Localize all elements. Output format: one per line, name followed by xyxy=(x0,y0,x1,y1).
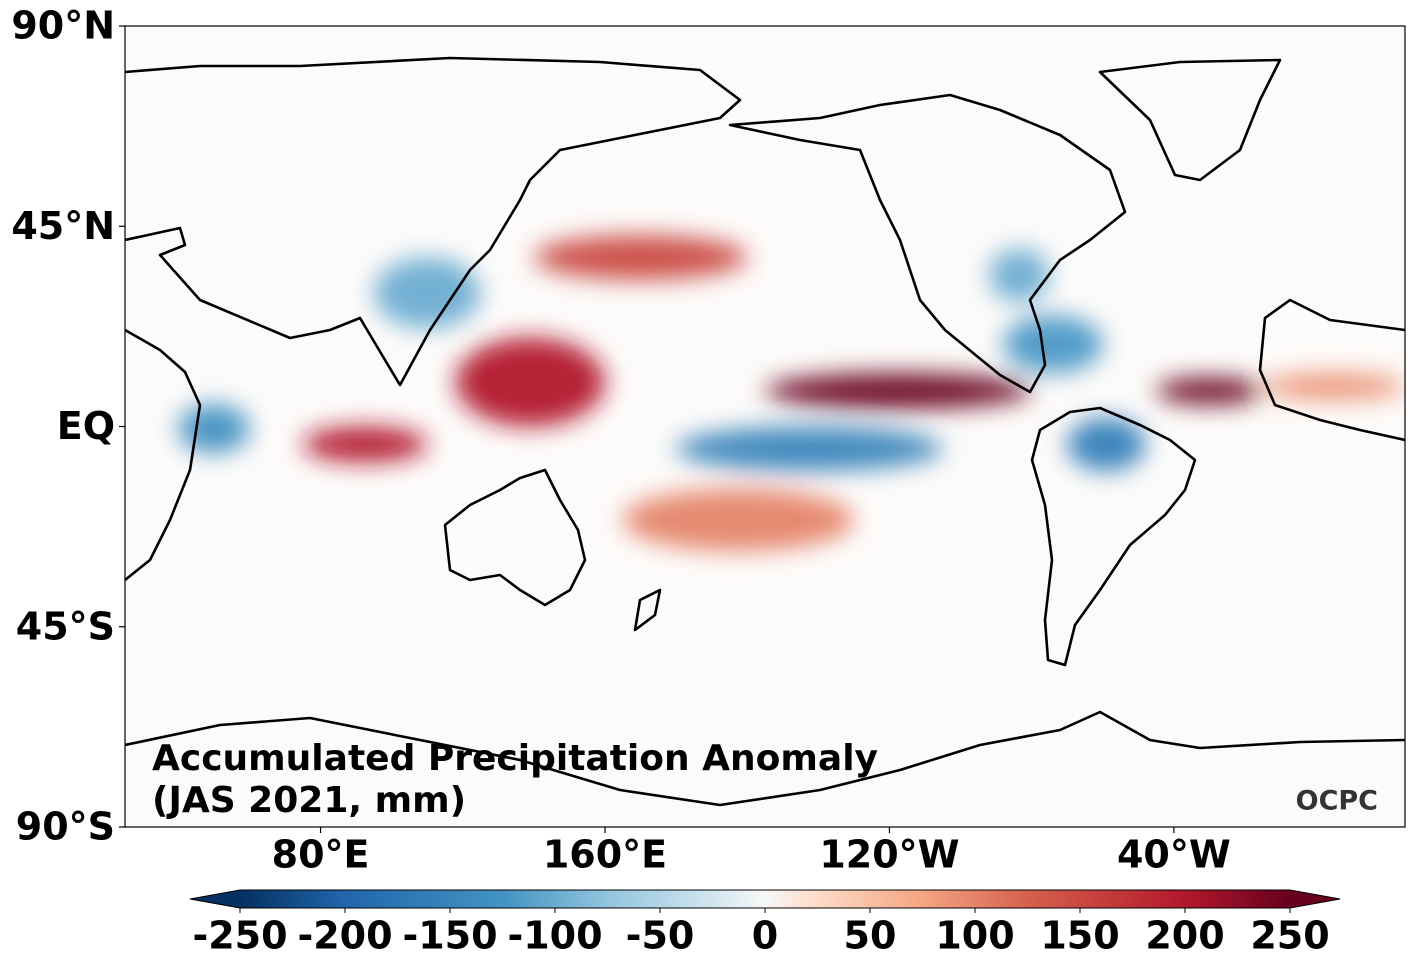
colorbar-tick-label: 0 xyxy=(752,914,778,958)
anomaly-region xyxy=(1003,315,1103,374)
coastlines xyxy=(125,56,1405,807)
coast-north-america xyxy=(728,93,1127,394)
coast-greenland xyxy=(1098,58,1282,182)
y-tick-label: 90°S xyxy=(16,805,115,849)
colorbar xyxy=(240,890,1290,908)
x-tick-label: 120°W xyxy=(819,833,959,877)
anomaly-region xyxy=(178,404,250,454)
anomaly-region xyxy=(1262,373,1405,400)
x-tick-label: 160°E xyxy=(543,833,667,877)
colorbar-extend-high xyxy=(1290,890,1340,908)
coast-africa-east xyxy=(125,328,202,582)
y-tick-label: 90°N xyxy=(11,4,115,48)
colorbar-tick-label: -50 xyxy=(626,914,695,958)
anomaly-region xyxy=(1156,377,1263,405)
coast-south-america xyxy=(1030,406,1197,667)
map-subtitle: (JAS 2021, mm) xyxy=(152,780,466,821)
anomaly-region xyxy=(622,488,854,552)
anomaly-region xyxy=(533,235,748,280)
y-tick-label: EQ xyxy=(57,404,115,448)
colorbar-tick-label: 100 xyxy=(935,914,1014,958)
colorbar-tick-label: -200 xyxy=(297,914,392,958)
y-tick-label: 45°N xyxy=(11,204,115,248)
logo: OCPC xyxy=(1296,786,1378,817)
colorbar-tick-label: -100 xyxy=(507,914,602,958)
anomaly-region xyxy=(455,337,605,427)
anomaly-field xyxy=(178,235,1405,552)
coast-australia xyxy=(443,468,587,607)
x-tick-label: 40°W xyxy=(1117,833,1231,877)
coast-eurasia xyxy=(125,56,742,387)
map-background xyxy=(125,26,1405,827)
colorbar-tick-label: 50 xyxy=(844,914,897,958)
colorbar-tick-label: -150 xyxy=(402,914,497,958)
anomaly-region xyxy=(302,426,428,463)
x-tick-label: 80°E xyxy=(272,833,370,877)
coast-africa-west xyxy=(1258,298,1405,442)
y-tick-label: 45°S xyxy=(16,604,115,648)
anomaly-region xyxy=(373,257,481,329)
coast-new-zealand xyxy=(633,588,662,632)
coast-antarctica xyxy=(125,710,1405,807)
colorbar-tick-label: -250 xyxy=(192,914,287,958)
colorbar-extend-low xyxy=(190,890,240,908)
colorbar-tick-label: 150 xyxy=(1040,914,1119,958)
anomaly-region xyxy=(1067,417,1146,471)
anomaly-region xyxy=(989,248,1050,302)
colorbar-tick-label: 250 xyxy=(1250,914,1329,958)
anomaly-region xyxy=(676,426,943,471)
colorbar-tick-label: 200 xyxy=(1145,914,1224,958)
map-title: Accumulated Precipitation Anomaly xyxy=(152,738,878,779)
anomaly-region xyxy=(765,373,1032,409)
